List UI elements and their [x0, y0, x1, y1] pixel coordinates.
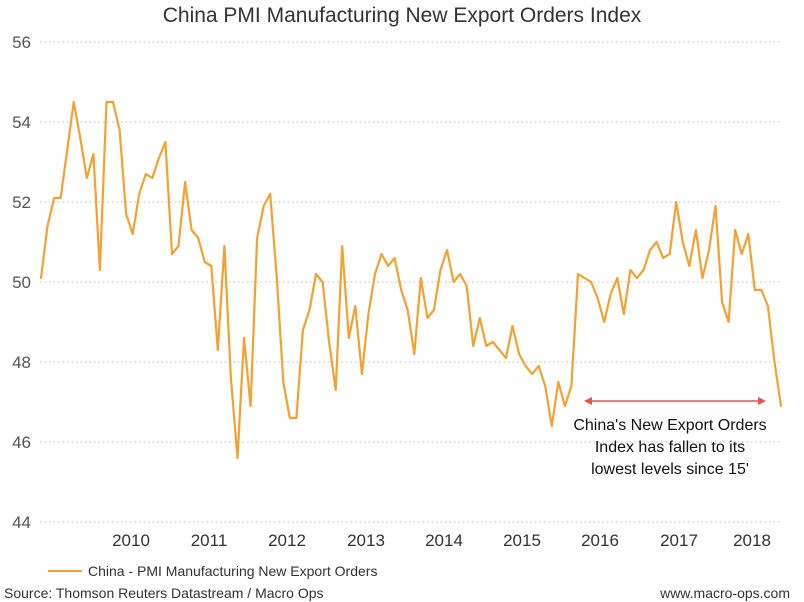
- y-tick-label: 50: [12, 273, 31, 292]
- source-note: Source: Thomson Reuters Datastream / Mac…: [4, 585, 324, 601]
- annotation-arrow-head-left: [584, 397, 592, 405]
- y-tick-label: 52: [12, 193, 31, 212]
- x-tick-label: 2011: [191, 531, 228, 550]
- annotation-group: China's New Export Orders Index has falle…: [573, 397, 767, 478]
- y-tick-label: 44: [12, 513, 31, 532]
- legend-swatch: [48, 570, 82, 572]
- annotation-text-line: Index has fallen to its: [595, 439, 745, 456]
- y-tick-label: 56: [12, 33, 31, 52]
- y-tick-label: 46: [12, 433, 31, 452]
- x-tick-label: 2010: [112, 531, 150, 550]
- website-label: www.macro-ops.com: [660, 585, 790, 601]
- annotation-text-line: lowest levels since 15': [591, 461, 749, 478]
- annotation-text-line: China's New Export Orders: [573, 417, 766, 434]
- x-tick-label: 2016: [581, 531, 619, 550]
- x-tick-label: 2014: [425, 531, 463, 550]
- x-tick-label: 2018: [733, 531, 771, 550]
- y-tick-label: 48: [12, 353, 31, 372]
- y-tick-label: 54: [12, 113, 31, 132]
- x-tick-label: 2015: [503, 531, 541, 550]
- x-tick-label: 2012: [268, 531, 306, 550]
- x-axis-ticks: 2010 2011 2012 2013 2014 2015 2016 2017 2018: [112, 531, 771, 550]
- y-axis-ticks: 44 46 48 50 52 54 56: [12, 33, 31, 532]
- legend-label: China - PMI Manufacturing New Export Ord…: [88, 563, 378, 579]
- legend: China - PMI Manufacturing New Export Ord…: [48, 563, 377, 579]
- chart-title: China PMI Manufacturing New Export Order…: [162, 4, 642, 27]
- series-group: [39, 100, 783, 460]
- series-line: [39, 100, 783, 460]
- x-tick-label: 2013: [347, 531, 385, 550]
- x-tick-label: 2017: [660, 531, 698, 550]
- annotation-arrow-head-right: [758, 397, 766, 405]
